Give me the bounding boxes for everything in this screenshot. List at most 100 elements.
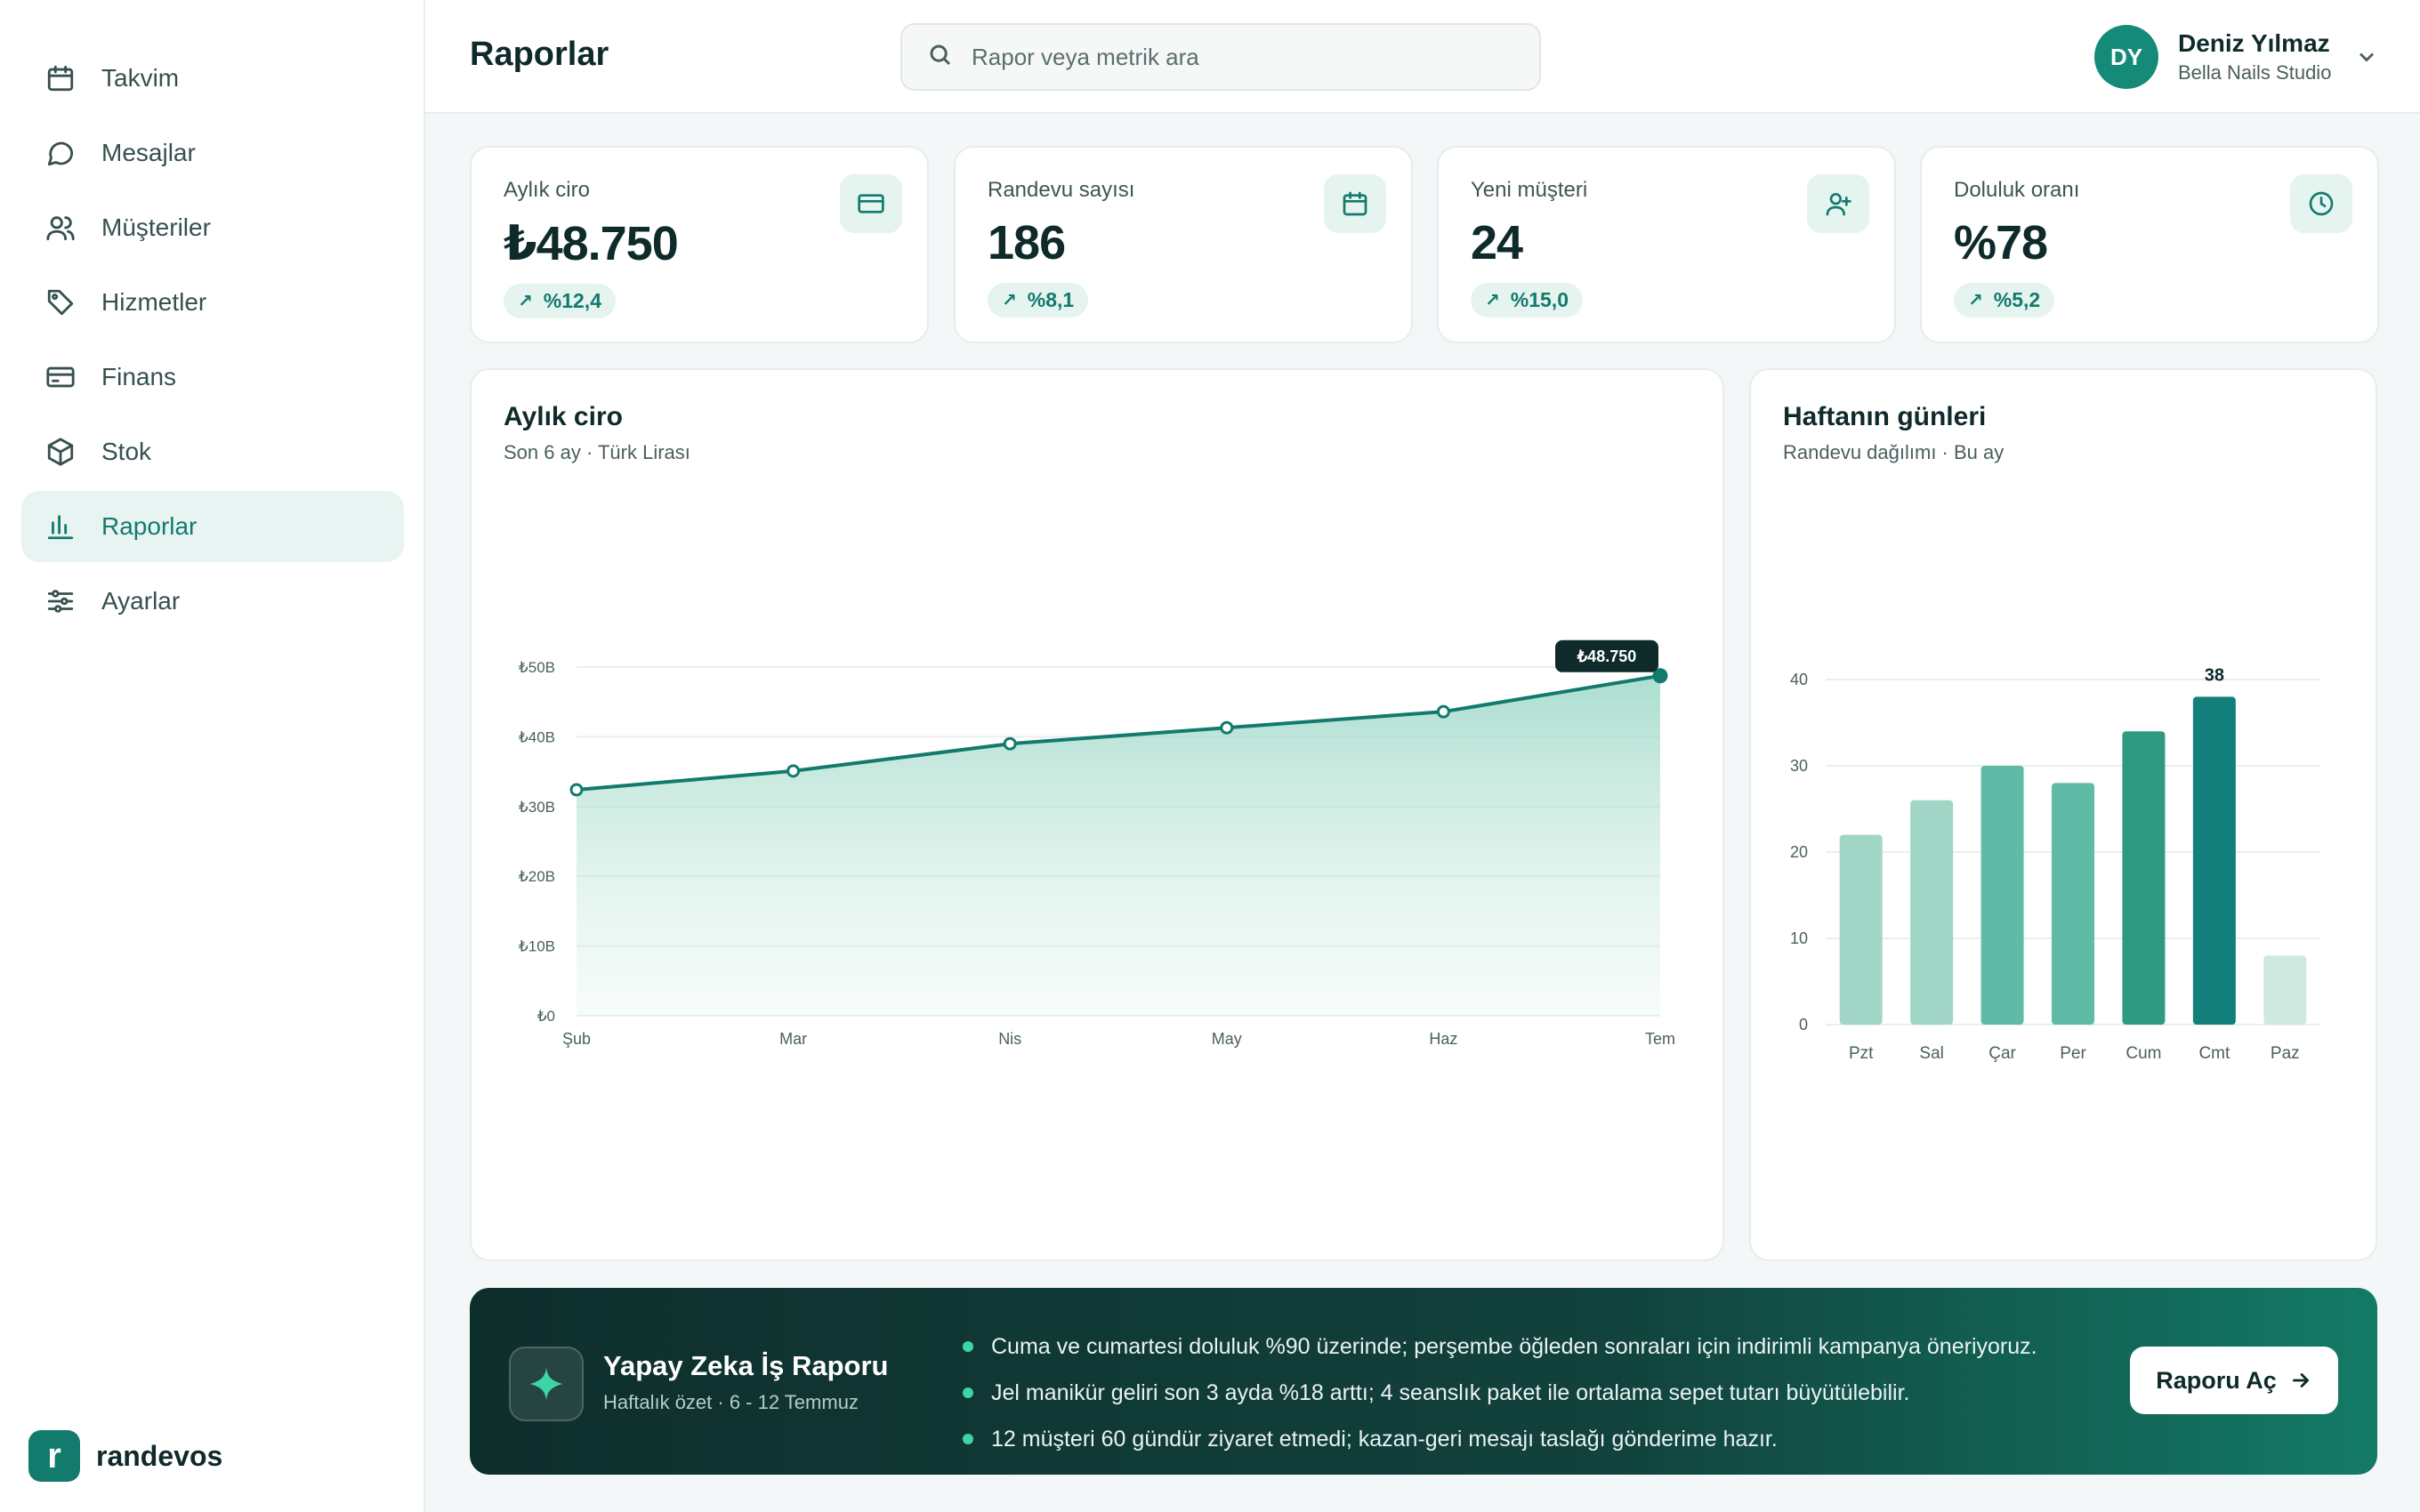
search-box[interactable]	[900, 23, 1541, 91]
kpi-change-badge: ↗ %5,2	[1954, 283, 2055, 318]
sliders-icon	[43, 583, 78, 619]
sidebar-item-finans[interactable]: Finans	[21, 342, 404, 413]
x-tick-label: Tem	[1645, 1030, 1675, 1048]
y-tick-label: 0	[1799, 1016, 1808, 1033]
ai-report-subtitle: Haftalık özet · 6 - 12 Temmuz	[603, 1391, 859, 1413]
y-tick-label: ₺50B	[519, 659, 555, 676]
kpi-change: %15,0	[1510, 288, 1569, 311]
bullet-dot	[963, 1387, 973, 1398]
user-menu[interactable]: DY Deniz Yılmaz Bella Nails Studio	[2094, 23, 2379, 91]
kpi-card-aylik-ciro[interactable]: Aylık ciro ₺48.750 ↗ %12,4	[470, 146, 929, 343]
sidebar-item-label: Stok	[101, 438, 152, 465]
sidebar: Takvim Mesajlar Müşteriler Hizmetler Fin…	[0, 0, 425, 1512]
x-tick-label: Cum	[2126, 1044, 2161, 1063]
kpi-label: Yeni müşteri	[1471, 178, 1588, 202]
kpi-card-yeni-musteri[interactable]: Yeni müşteri 24 ↗ %15,0	[1437, 146, 1896, 343]
weekday-chart-card: 0 10 20 30 40 Pzt Sal Çar Per Cum Cmt 38 Paz Haftanı…	[1749, 368, 2377, 1261]
sidebar-item-ayarlar[interactable]: Ayarlar	[21, 566, 404, 637]
arrow-up-right-icon: ↗	[1485, 291, 1500, 310]
x-tick-label: Haz	[1429, 1030, 1457, 1048]
sidebar-item-stok[interactable]: Stok	[21, 416, 404, 487]
y-tick-label: 10	[1790, 929, 1808, 947]
bar-value-label: 38	[2205, 665, 2224, 685]
kpi-card-randevu-sayisi[interactable]: Randevu sayısı 186 ↗ %8,1	[954, 146, 1413, 343]
sidebar-item-label: Mesajlar	[101, 139, 196, 166]
user-org: Bella Nails Studio	[2178, 61, 2332, 84]
kpi-label: Doluluk oranı	[1954, 178, 2080, 202]
credit-card-icon	[840, 174, 902, 233]
sidebar-item-hizmetler[interactable]: Hizmetler	[21, 267, 404, 338]
bar	[2052, 783, 2094, 1025]
data-point	[1003, 736, 1017, 751]
kpi-change: %12,4	[543, 289, 601, 312]
sidebar-item-mesajlar[interactable]: Mesajlar	[21, 117, 404, 189]
user-name: Deniz Yılmaz	[2178, 29, 2330, 57]
card-title: Haftanın günleri	[1783, 402, 1987, 431]
x-tick-label: Pzt	[1849, 1044, 1874, 1063]
sidebar-nav: Takvim Mesajlar Müşteriler Hizmetler Fin…	[21, 43, 404, 640]
user-plus-icon	[1807, 174, 1869, 233]
y-tick-label: ₺0	[537, 1008, 555, 1025]
kpi-value: ₺48.750	[504, 217, 679, 270]
data-point	[786, 764, 801, 778]
bullet-text: Jel manikür geliri son 3 ayda %18 arttı;…	[991, 1379, 1910, 1405]
search-input[interactable]	[972, 43, 1505, 71]
kpi-value: 186	[988, 216, 1066, 269]
sidebar-item-label: Takvim	[101, 64, 180, 92]
value-tooltip	[1555, 639, 1658, 672]
data-point	[569, 783, 584, 797]
clock-icon	[2290, 174, 2352, 233]
brand[interactable]: r randevos	[28, 1430, 222, 1482]
weekday-chart: 0 10 20 30 40 Pzt Sal Çar Per Cum Cmt 38 Paz	[1790, 665, 2320, 1063]
y-tick-label: ₺40B	[519, 728, 555, 745]
y-tick-label: ₺30B	[519, 799, 555, 816]
kpi-card-doluluk-orani[interactable]: Doluluk oranı %78 ↗ %5,2	[1920, 146, 2379, 343]
x-tick-label: Şub	[562, 1030, 591, 1048]
page-title: Raporlar	[470, 36, 609, 73]
data-point	[1220, 720, 1234, 735]
x-tick-label: Paz	[2271, 1044, 2300, 1063]
sidebar-item-raporlar[interactable]: Raporlar	[21, 491, 404, 562]
chevron-down-icon[interactable]	[2354, 44, 2379, 69]
area-fill	[577, 675, 1660, 1016]
ai-report-bullet: Cuma ve cumartesi doluluk %90 üzerinde; …	[963, 1323, 2037, 1370]
ai-report-title: Yapay Zeka İş Raporu	[603, 1350, 889, 1381]
bar	[2122, 731, 2166, 1025]
sparkle-icon	[509, 1347, 584, 1421]
y-tick-label: 20	[1790, 843, 1808, 861]
sidebar-item-musteriler[interactable]: Müşteriler	[21, 192, 404, 263]
credit-card-icon	[43, 359, 78, 395]
kpi-label: Aylık ciro	[504, 178, 590, 202]
sidebar-item-label: Raporlar	[101, 512, 198, 540]
box-icon	[43, 434, 78, 470]
data-point	[1652, 668, 1668, 684]
x-tick-label: Çar	[1988, 1044, 2016, 1063]
card-subtitle: Son 6 ay · Türk Lirası	[504, 441, 690, 463]
open-report-button[interactable]: Raporu Aç	[2130, 1347, 2338, 1414]
kpi-label: Randevu sayısı	[988, 178, 1135, 202]
avatar: DY	[2094, 25, 2158, 89]
kpi-change: %8,1	[1027, 288, 1075, 311]
search-icon	[927, 42, 954, 73]
users-icon	[43, 210, 78, 245]
bar	[2192, 696, 2236, 1025]
revenue-chart: ₺0 ₺10B ₺20B ₺30B ₺40B ₺50B Şub Mar Nis May Haz Tem…	[519, 639, 1675, 1048]
kpi-change-badge: ↗ %15,0	[1471, 283, 1583, 318]
message-icon	[43, 135, 78, 171]
x-tick-label: May	[1212, 1030, 1242, 1048]
y-tick-label: ₺20B	[519, 868, 555, 885]
calendar-icon	[1324, 174, 1386, 233]
ai-report-banner: Yapay Zeka İş Raporu Haftalık özet · 6 -…	[470, 1288, 2377, 1475]
y-tick-label: 30	[1790, 757, 1808, 775]
kpi-value: %78	[1954, 216, 2048, 269]
ai-report-bullets: Cuma ve cumartesi doluluk %90 üzerinde; …	[963, 1323, 2037, 1462]
arrow-up-right-icon: ↗	[1002, 291, 1017, 310]
bullet-dot	[963, 1341, 973, 1352]
sidebar-item-label: Hizmetler	[101, 288, 207, 316]
arrow-up-right-icon: ↗	[1968, 291, 1983, 310]
bullet-text: 12 müşteri 60 gündür ziyaret etmedi; kaz…	[991, 1426, 1778, 1452]
brand-logo: r	[28, 1430, 80, 1482]
y-tick-label: 40	[1790, 671, 1808, 688]
sidebar-item-takvim[interactable]: Takvim	[21, 43, 404, 114]
series-line	[576, 673, 1661, 792]
